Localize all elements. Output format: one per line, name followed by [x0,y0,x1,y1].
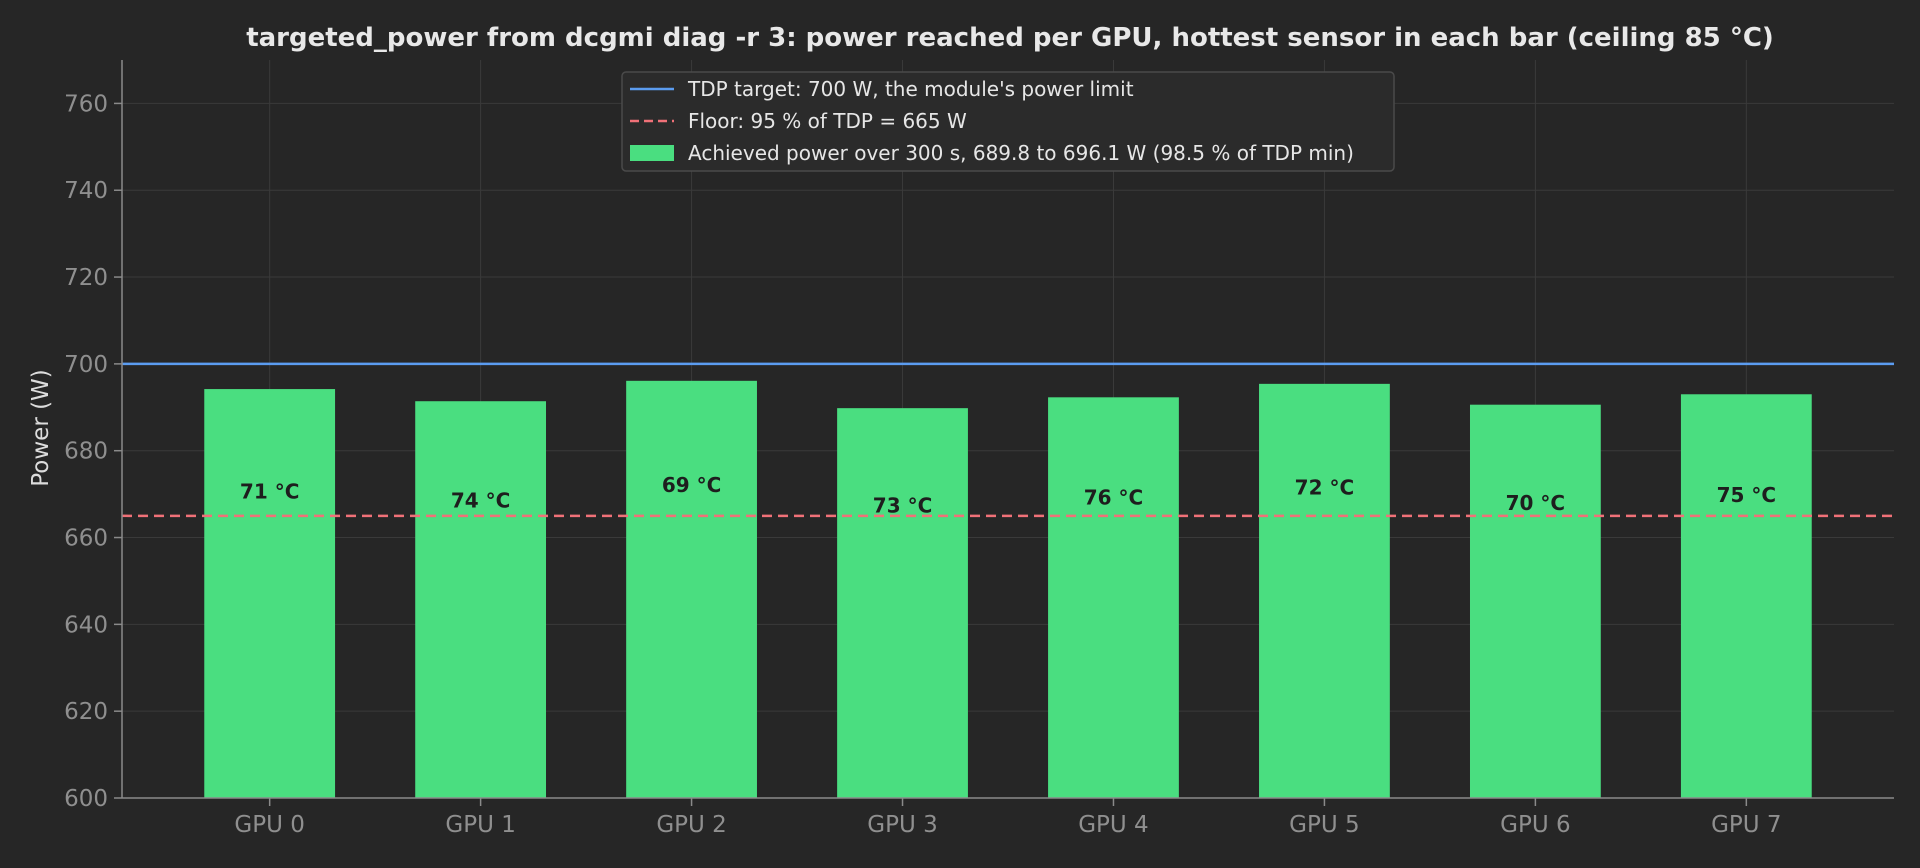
legend-entry-floor: Floor: 95 % of TDP = 665 W [630,109,967,133]
bar-temperature-label: 70 °C [1506,491,1565,515]
bars [204,380,1812,798]
chart-title: targeted_power from dcgmi diag -r 3: pow… [246,23,1774,53]
bar-labels: 71 °C 74 °C 69 °C 73 °C 76 °C 72 °C 70 °C 75 °C [240,473,1776,518]
bar-temperature-label: 71 °C [240,479,299,503]
axes [114,60,1894,806]
legend-label: Achieved power over 300 s, 689.8 to 696.… [688,141,1354,165]
legend-entry-achieved-power: Achieved power over 300 s, 689.8 to 696.… [630,141,1354,165]
x-tick-label: GPU 4 [1078,812,1148,838]
bar [1048,397,1179,798]
y-tick-label: 720 [64,265,108,291]
x-tick-label: GPU 0 [234,812,304,838]
bar [1680,394,1812,798]
bar [626,380,757,798]
legend-label: TDP target: 700 W, the module's power li… [687,77,1134,101]
bar [204,389,336,798]
bar [415,401,547,798]
x-tick-label: GPU 1 [445,812,515,838]
bar [1469,404,1601,798]
x-tick-label: GPU 5 [1289,812,1359,838]
y-axis-label: Power (W) [28,369,54,487]
bar-temperature-label: 74 °C [451,488,510,512]
legend-swatch [630,145,674,161]
legend: TDP target: 700 W, the module's power li… [621,71,1395,172]
y-tick-label: 620 [64,699,108,725]
y-tick-label: 700 [64,352,108,378]
y-tick-label: 640 [64,612,108,638]
bar-temperature-label: 76 °C [1084,485,1143,509]
y-tick-label: 600 [64,786,108,812]
x-tick-label: GPU 6 [1500,812,1570,838]
legend-label: Floor: 95 % of TDP = 665 W [688,109,967,133]
bar-temperature-label: 73 °C [873,494,932,518]
x-tick-label: GPU 2 [656,812,726,838]
bar-temperature-label: 69 °C [662,473,721,497]
legend-box [621,71,1395,172]
y-tick-label: 740 [64,178,108,204]
reference-lines [122,362,1894,518]
bar [837,408,968,798]
bar-temperature-label: 75 °C [1717,483,1776,507]
y-tick-label: 680 [64,439,108,465]
bar [1259,383,1390,798]
legend-entry-tdp-target: TDP target: 700 W, the module's power li… [630,77,1134,101]
y-tick-label: 660 [64,526,108,552]
x-tick-label: GPU 3 [867,812,937,838]
y-tick-label: 760 [64,91,108,117]
tick-labels: 600 620 640 660 680 700 720 740 760 GPU 0 GPU 1 GPU… [64,91,1781,838]
x-tick-label: GPU 7 [1711,812,1781,838]
bar-temperature-label: 72 °C [1295,475,1354,499]
